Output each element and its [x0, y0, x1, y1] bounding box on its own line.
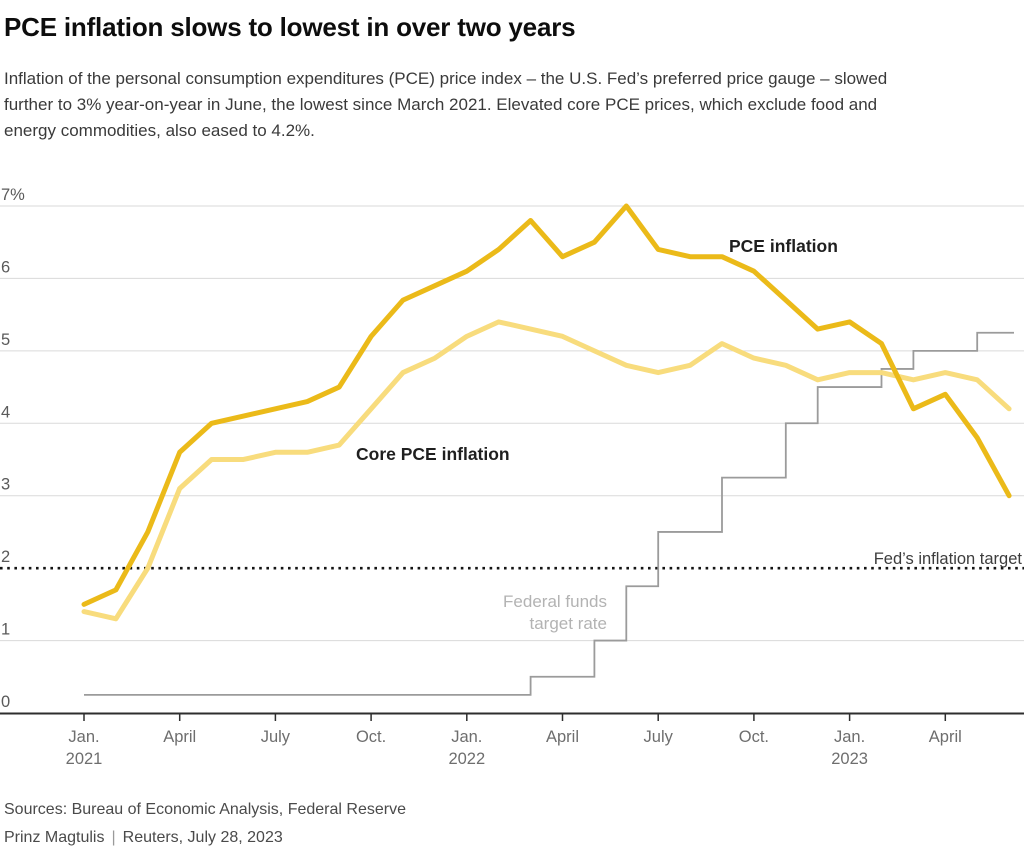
x-axis-label-year: 2022 [448, 750, 485, 768]
x-axis-label-year: 2023 [831, 750, 868, 768]
sources-text: Sources: Bureau of Economic Analysis, Fe… [4, 801, 406, 818]
x-axis-label: Oct. [739, 728, 769, 746]
x-axis-label: Jan. [68, 728, 99, 746]
x-axis-label: April [929, 728, 962, 746]
pce-inflation-chart: 7% 6 5 4 3 2 1 0 Jan. 2021 April July Oct. Jan. 2022 Ap… [0, 186, 1024, 768]
fed-funds-target-rate-line [84, 331, 1014, 696]
y-axis-label: 1 [1, 621, 10, 639]
y-axis-label: 3 [1, 476, 10, 494]
x-axis-label: Oct. [356, 728, 386, 746]
byline: Prinz Magtulis | Reuters, July 28, 2023 [4, 829, 283, 847]
byline-author: Prinz Magtulis [4, 829, 105, 846]
byline-publication-date: Reuters, July 28, 2023 [122, 829, 283, 846]
x-axis-label: July [644, 728, 674, 746]
core-pce-inflation-line [81, 319, 1012, 622]
x-axis-label: Jan. [834, 728, 865, 746]
y-axis-label: 6 [1, 258, 10, 276]
y-axis-label: 4 [1, 403, 10, 421]
chart-subtitle: Inflation of the personal consumption ex… [4, 69, 888, 140]
y-axis-label: 0 [1, 693, 10, 711]
pce-inflation-line [81, 203, 1012, 607]
y-axis-label: 7% [1, 186, 25, 204]
fed-inflation-target-label: Fed’s inflation target [874, 550, 1023, 568]
x-axis-label: Jan. [451, 728, 482, 746]
y-axis-label: 2 [1, 548, 10, 566]
x-axis-label-year: 2021 [66, 750, 103, 768]
byline-separator: | [111, 829, 116, 846]
fed-funds-label-line2: target rate [530, 614, 608, 633]
page-title: PCE inflation slows to lowest in over tw… [4, 12, 576, 42]
fed-funds-label-line1: Federal funds [503, 592, 607, 611]
core-pce-line-label: Core PCE inflation [356, 444, 510, 464]
x-axis-label: April [546, 728, 579, 746]
x-axis-label: April [163, 728, 196, 746]
y-axis-label: 5 [1, 331, 10, 349]
pce-inflation-line-label: PCE inflation [729, 236, 838, 256]
x-axis-label: July [261, 728, 291, 746]
